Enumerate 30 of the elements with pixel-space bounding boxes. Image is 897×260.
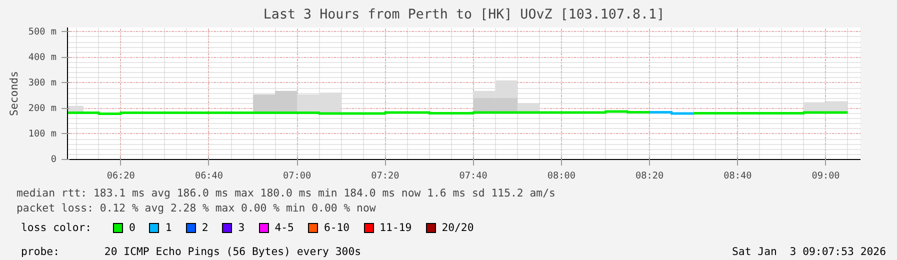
y-tick-label: 100 m (28, 128, 57, 140)
y-tick-label: 200 m (28, 102, 57, 114)
x-tick-label: 07:00 (283, 170, 312, 182)
text: probe: 20 ICMP Echo Pings (56 Bytes) every 300s (21, 245, 362, 259)
y-tick-label: 500 m (28, 26, 57, 38)
x-tick-label: 06:40 (194, 170, 224, 182)
x-tick-label: 07:20 (371, 170, 400, 182)
legend-label: 0 (128, 221, 136, 235)
y-tick-label: 400 m (28, 52, 57, 63)
text: Sat Jan 3 09:07:53 2026 (732, 245, 886, 259)
chart-title: Last 3 Hours from Perth to [HK] UOvZ [103.107.8.1] (263, 8, 665, 22)
legend-label: 2 (200, 221, 208, 235)
x-tick-label: 09:00 (812, 170, 840, 182)
legend-title: loss color: (21, 221, 93, 235)
y-tick-label: 300 m (28, 77, 57, 88)
x-tick-label: 06:20 (106, 170, 136, 182)
legend-label: 3 (237, 221, 245, 235)
y-tick-label: 0 (50, 154, 57, 165)
legend-label: 1 (164, 221, 172, 235)
text: median rtt: 183.1 ms avg 186.0 ms max 180.0 ms min 184.0 ms now 1.6 ms sd 115.2 am/s (16, 186, 556, 200)
y-axis-title: Seconds (7, 71, 20, 116)
text: packet loss: 0.12 % avg 2.28 % max 0.00 % min 0.00 % now (16, 202, 376, 214)
legend-label: 6-10 (322, 221, 350, 235)
x-tick-label: 08:00 (547, 170, 576, 182)
x-tick-label: 08:20 (635, 170, 664, 182)
legend-label: 4-5 (274, 221, 294, 235)
x-tick-label: 08:40 (724, 170, 752, 182)
legend-label: 20/20 (440, 221, 474, 235)
x-tick-label: 07:40 (459, 170, 488, 182)
legend-label: 11-19 (378, 221, 412, 235)
